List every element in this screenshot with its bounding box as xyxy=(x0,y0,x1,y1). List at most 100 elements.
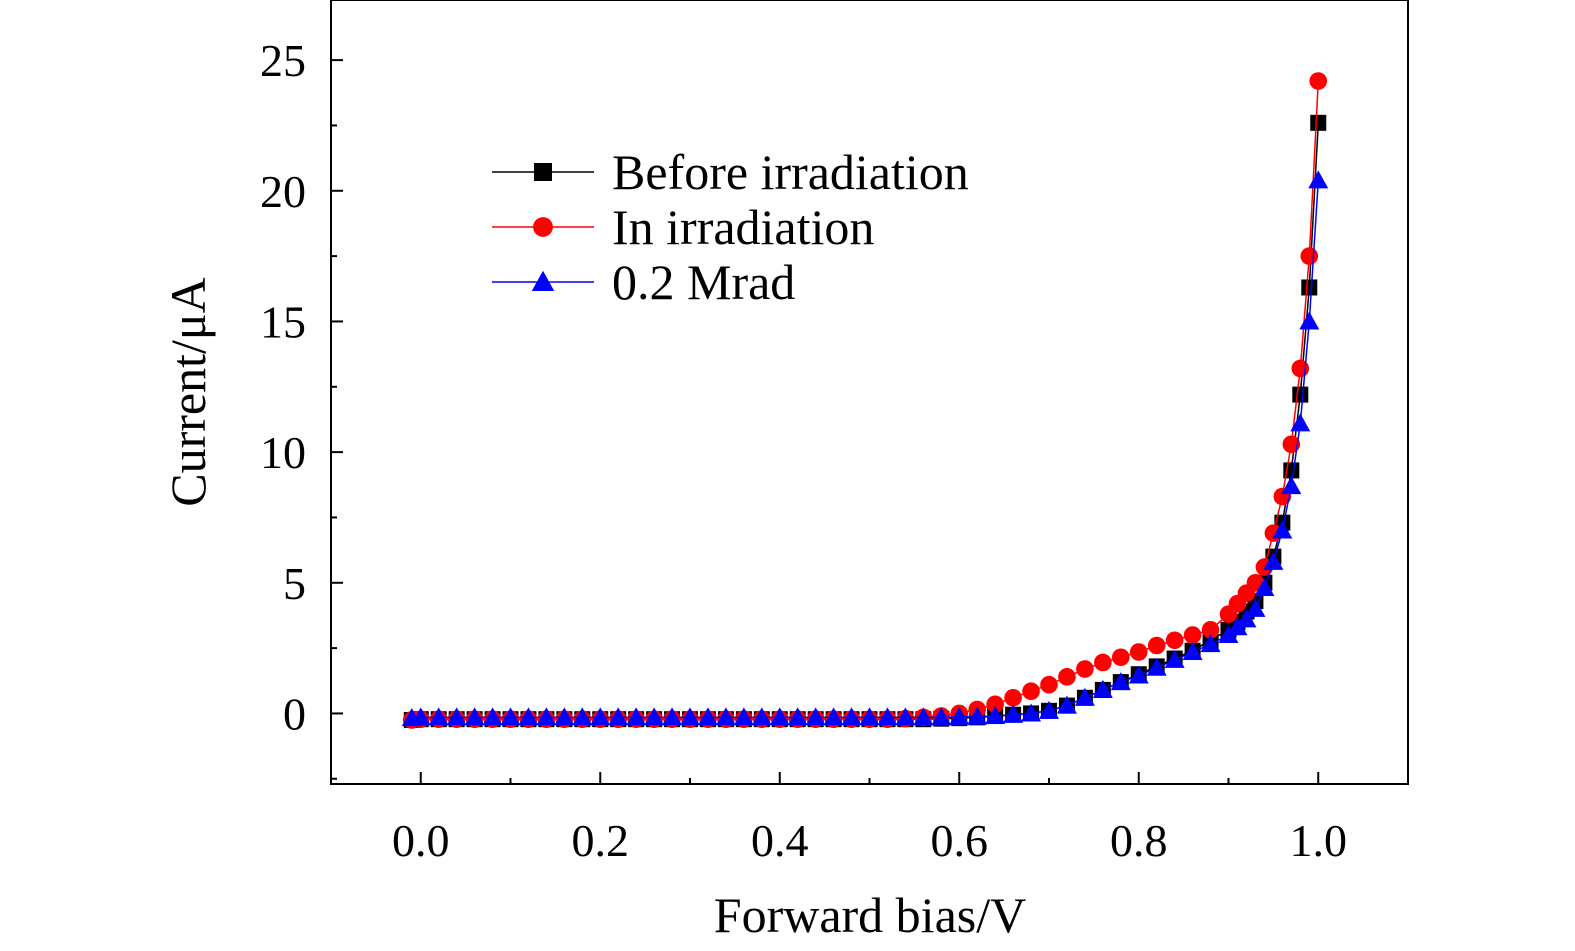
legend-marker xyxy=(531,270,555,291)
data-point xyxy=(986,695,1004,714)
legend-label: 0.2 Mrad xyxy=(612,254,795,310)
data-point xyxy=(769,707,790,726)
data-point xyxy=(1254,578,1275,596)
data-point xyxy=(500,707,521,726)
data-point xyxy=(536,707,557,726)
data-point xyxy=(1074,687,1095,706)
data-point xyxy=(733,707,754,726)
series-triangle xyxy=(401,170,1329,727)
data-point xyxy=(626,707,647,726)
x-tick-label: 0.2 xyxy=(572,815,630,866)
data-point xyxy=(1308,170,1329,189)
data-point xyxy=(1056,695,1077,714)
data-point xyxy=(464,707,485,726)
data-point xyxy=(572,707,593,726)
y-axis-ticks: 0 5 10 15 20 25 xyxy=(260,35,343,780)
y-tick-label: 0 xyxy=(283,688,306,739)
data-point xyxy=(1003,704,1024,723)
x-tick-label: 0.0 xyxy=(392,815,450,866)
data-point xyxy=(949,706,970,725)
data-point xyxy=(1146,657,1167,676)
data-point xyxy=(1165,631,1184,650)
data-point xyxy=(1291,359,1310,378)
x-axis-title: Forward bias/V xyxy=(714,887,1026,943)
x-tick-label: 0.8 xyxy=(1110,815,1168,866)
data-point xyxy=(1200,634,1221,653)
data-point xyxy=(1094,653,1112,672)
legend-marker xyxy=(533,217,553,237)
x-axis-ticks: 0.0 0.2 0.4 0.6 0.8 1.0 xyxy=(330,772,1409,866)
data-point xyxy=(1112,648,1130,667)
x-tick-label: 1.0 xyxy=(1290,815,1348,866)
y-axis-title: Current/μA xyxy=(160,277,216,507)
data-point xyxy=(877,707,898,726)
data-point xyxy=(1301,279,1318,296)
x-tick-label: 0.6 xyxy=(931,815,989,866)
data-point xyxy=(1245,598,1266,617)
data-point xyxy=(859,707,880,726)
legend-item: In irradiation xyxy=(492,199,874,255)
data-point xyxy=(1282,435,1301,454)
data-point xyxy=(1147,636,1166,655)
data-point xyxy=(787,707,808,726)
data-point xyxy=(1290,413,1311,432)
data-point xyxy=(1164,649,1185,668)
data-point xyxy=(1183,626,1202,644)
data-point xyxy=(841,707,862,726)
data-point xyxy=(1236,609,1257,628)
data-point xyxy=(1040,675,1058,694)
data-point xyxy=(805,707,826,726)
data-point xyxy=(1272,520,1293,539)
data-point xyxy=(895,707,916,726)
data-point xyxy=(446,707,467,726)
data-point xyxy=(1128,665,1149,684)
data-point xyxy=(428,707,449,726)
data-point xyxy=(985,706,1006,725)
data-point xyxy=(1281,476,1302,495)
legend-item: Before irradiation xyxy=(492,144,969,200)
data-point xyxy=(913,707,934,726)
data-point xyxy=(1309,72,1328,90)
series-layer xyxy=(401,72,1329,729)
data-point xyxy=(1201,621,1220,639)
plot-frame xyxy=(330,0,1409,785)
data-point xyxy=(1110,672,1131,691)
legend-label: Before irradiation xyxy=(612,144,969,200)
data-point xyxy=(590,707,611,726)
legend-label: In irradiation xyxy=(612,199,874,255)
data-point xyxy=(1182,642,1203,661)
data-point xyxy=(1310,114,1327,131)
x-tick-label: 0.4 xyxy=(751,815,809,866)
data-point xyxy=(1021,703,1042,722)
data-point xyxy=(1039,700,1059,719)
data-point xyxy=(1299,311,1320,330)
data-point xyxy=(482,707,503,726)
y-tick-label: 10 xyxy=(260,427,306,478)
data-point xyxy=(554,707,575,726)
data-point xyxy=(662,707,683,726)
y-tick-label: 15 xyxy=(260,296,306,347)
data-point xyxy=(715,707,736,726)
data-point xyxy=(518,707,539,726)
data-point xyxy=(967,706,988,725)
y-tick-label: 5 xyxy=(283,558,306,609)
data-point xyxy=(1022,682,1040,701)
data-point xyxy=(1058,668,1076,686)
data-point xyxy=(1263,551,1284,570)
data-point xyxy=(644,707,665,726)
data-point xyxy=(1292,386,1309,403)
y-tick-label: 25 xyxy=(260,35,306,86)
data-point xyxy=(823,707,844,726)
data-point xyxy=(1092,679,1113,698)
data-point xyxy=(680,707,700,726)
data-point xyxy=(1129,643,1148,661)
data-point xyxy=(751,707,772,726)
data-point xyxy=(1300,247,1319,265)
data-point xyxy=(608,707,629,726)
legend-marker xyxy=(534,163,552,181)
data-point xyxy=(931,707,952,726)
legend-item: 0.2 Mrad xyxy=(492,254,795,310)
data-point xyxy=(410,707,431,726)
